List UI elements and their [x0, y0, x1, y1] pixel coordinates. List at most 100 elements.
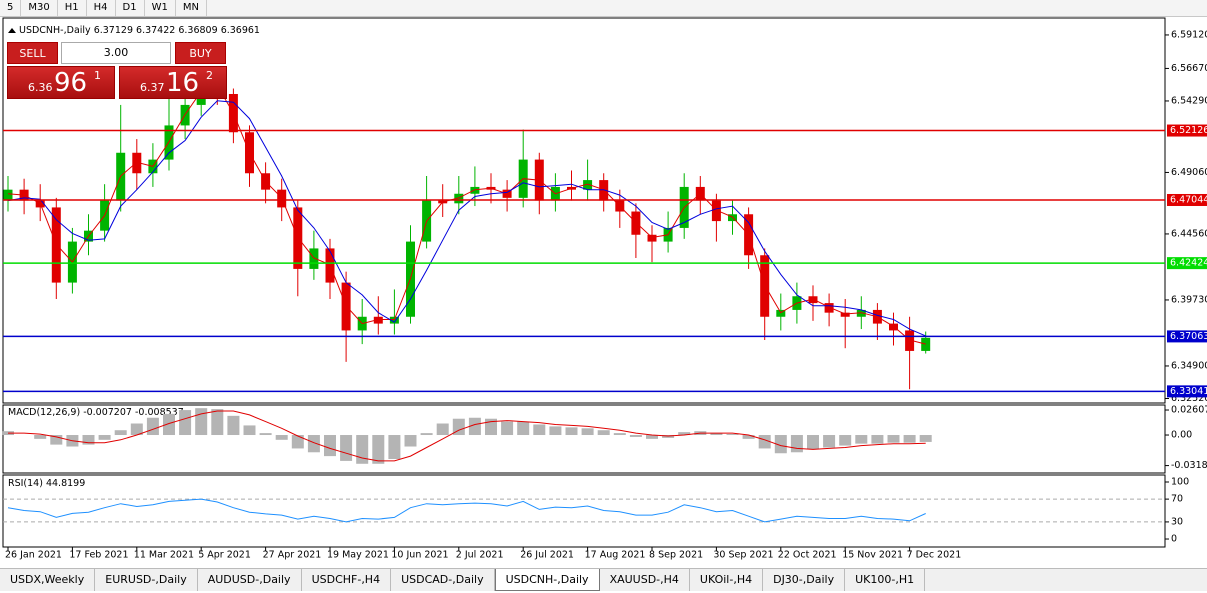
macd-bar [420, 433, 433, 436]
ask-price[interactable]: 6.37 16 2 [119, 66, 227, 99]
macd-bar [468, 417, 481, 436]
chart-tab[interactable]: USDCHF-,H4 [302, 569, 392, 591]
macd-bar [807, 435, 819, 450]
indicator: RSI(14) [8, 478, 43, 489]
open: 6.37129 [94, 25, 133, 36]
low: 6.36809 [178, 25, 217, 36]
level-label-bg [1167, 385, 1207, 398]
timeframe-button[interactable]: 5 [0, 0, 22, 16]
y-tick-label: 6.54290 [1171, 95, 1207, 106]
chart-tab[interactable]: UK100-,H1 [845, 569, 926, 591]
macd-bar [742, 435, 755, 439]
y-tick-label: 70 [1171, 494, 1183, 505]
timeframe-button[interactable]: MN [176, 0, 207, 16]
x-tick-label: 30 Sep 2021 [713, 550, 773, 561]
chart-tab[interactable]: USDX,Weekly [0, 569, 96, 591]
macd-bar [388, 435, 401, 459]
main-panel [2, 17, 1166, 404]
macd-bar [452, 418, 465, 436]
x-tick-label: 26 Jan 2021 [5, 550, 62, 561]
timeframe-button[interactable]: H4 [87, 0, 116, 16]
macd-bar [179, 410, 192, 436]
macd-bar [82, 435, 95, 445]
macd-bar [581, 428, 594, 436]
macd-bar [114, 430, 127, 436]
candle-body [454, 193, 464, 204]
level-label: 6.37063 [1170, 331, 1207, 342]
candle-body [856, 309, 866, 317]
high: 6.37422 [136, 25, 175, 36]
timeframe-button[interactable]: W1 [145, 0, 176, 16]
macd-bar [839, 435, 852, 446]
timeframe-button[interactable]: D1 [116, 0, 145, 16]
chart-tab[interactable]: USDCNH-,Daily [494, 569, 600, 591]
rsi-panel [2, 474, 1166, 548]
candle-body [389, 316, 399, 324]
sell-button[interactable]: SELL [7, 42, 58, 64]
macd-bar [243, 425, 256, 436]
candle-body [3, 189, 13, 201]
x-tick-label: 8 Sep 2021 [649, 550, 703, 561]
macd-bar [259, 433, 272, 436]
bid-pips: 96 [54, 68, 88, 98]
y-tick-label: -0.03187 [1171, 460, 1207, 471]
macd-bar [565, 427, 578, 436]
timeframe-toolbar: 5 M30 H1 H4 D1 W1 MN [0, 0, 1207, 17]
chart-tab[interactable]: EURUSD-,Daily [95, 569, 198, 591]
indicator: MACD(12,26,9) [8, 407, 80, 418]
candle-body [132, 152, 142, 174]
moving-average [7, 100, 926, 337]
candle-body [470, 186, 480, 194]
chart-tab[interactable]: DJ30-,Daily [763, 569, 846, 591]
x-tick-label: 17 Feb 2021 [69, 550, 128, 561]
moving-average [7, 85, 926, 345]
y-tick-label: 100 [1171, 477, 1189, 488]
candle-body [583, 180, 593, 190]
macd-bar [823, 435, 836, 448]
chart-tab[interactable]: AUDUSD-,Daily [198, 569, 302, 591]
candle-body [711, 200, 721, 222]
candle-body [309, 248, 319, 269]
x-tick-label: 11 Mar 2021 [134, 550, 194, 561]
candle-body [824, 303, 834, 313]
macd-bar [710, 433, 723, 436]
macd-bar [34, 435, 47, 439]
y-tick-label: 6.32520 [1171, 393, 1207, 404]
macd-bar [549, 426, 562, 436]
y-tick-label: 6.56670 [1171, 63, 1207, 74]
volume-input[interactable]: 3.00 [61, 42, 171, 64]
macd-bar [98, 435, 111, 440]
candle-body [808, 296, 818, 304]
x-tick-label: 15 Nov 2021 [842, 550, 903, 561]
close: 6.36961 [221, 25, 260, 36]
timeframe-button[interactable]: H1 [58, 0, 87, 16]
chart-window: USDCNH-,Daily 6.37129 6.37422 6.36809 6.… [2, 17, 1207, 561]
timeframe-button[interactable]: M30 [21, 0, 58, 16]
y-tick-label: 30 [1171, 516, 1183, 527]
bid-price[interactable]: 6.36 96 1 [7, 66, 115, 99]
macd-bar [130, 423, 143, 436]
macd-bar [436, 423, 449, 436]
signal-value: -0.008537 [135, 407, 184, 418]
level-label: 6.47044 [1170, 194, 1207, 205]
macd-value: -0.007207 [83, 407, 132, 418]
macd-header: MACD(12,26,9) -0.007207 -0.008537 [8, 407, 184, 418]
macd-bar [597, 430, 610, 436]
level-label: 6.52126 [1170, 125, 1207, 136]
symbol: USDCNH-,Daily [19, 25, 91, 36]
bid-big: 6.36 [28, 81, 53, 94]
collapse-arrow[interactable] [8, 28, 16, 33]
chart-tab[interactable]: XAUUSD-,H4 [600, 569, 690, 591]
chart-tab[interactable]: UKOil-,H4 [690, 569, 764, 591]
chart-tab[interactable]: USDCAD-,Daily [391, 569, 495, 591]
ask-big: 6.37 [140, 81, 165, 94]
signal-line [8, 410, 926, 462]
macd-bar [340, 435, 353, 461]
macd-bar [726, 434, 739, 436]
macd-bar [887, 435, 900, 443]
macd-bar [275, 435, 288, 440]
macd-bar [146, 417, 159, 436]
buy-button[interactable]: BUY [175, 42, 226, 64]
y-tick-label: 0 [1171, 534, 1177, 545]
